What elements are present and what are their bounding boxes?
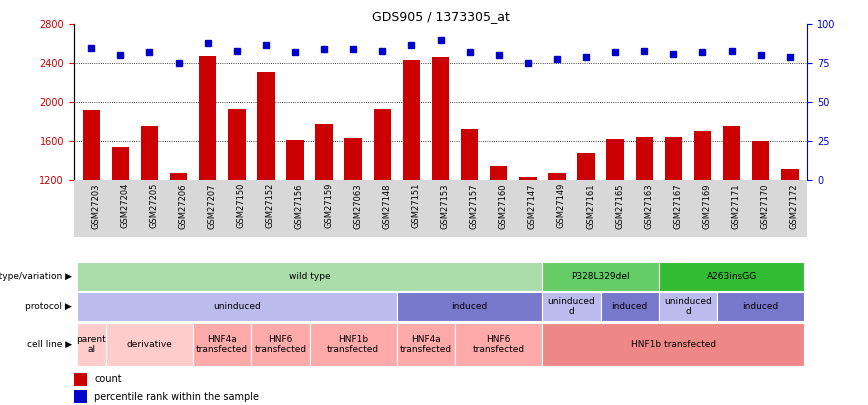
Text: wild type: wild type [289, 272, 331, 281]
Text: induced: induced [451, 302, 488, 311]
Bar [455, 323, 542, 366]
Bar [373, 109, 391, 297]
Text: GSM27169: GSM27169 [702, 183, 712, 228]
Bar [286, 140, 304, 297]
Bar [490, 166, 508, 297]
Bar [542, 323, 805, 366]
Bar [76, 262, 542, 291]
Bar [252, 323, 310, 366]
Text: induced: induced [612, 302, 648, 311]
Text: GSM27206: GSM27206 [179, 183, 187, 228]
Bar [519, 177, 536, 297]
Text: percentile rank within the sample: percentile rank within the sample [95, 392, 260, 402]
Text: uninduced
d: uninduced d [548, 297, 595, 316]
Text: GSM27205: GSM27205 [149, 183, 159, 228]
Text: GSM27167: GSM27167 [674, 183, 682, 229]
Text: protocol ▶: protocol ▶ [25, 302, 72, 311]
Bar [659, 292, 717, 322]
Text: uninduced
d: uninduced d [664, 297, 712, 316]
Text: GSM27170: GSM27170 [760, 183, 770, 228]
Text: GSM27163: GSM27163 [644, 183, 654, 229]
Text: GSM27172: GSM27172 [790, 183, 799, 228]
Bar [106, 323, 193, 366]
Text: cell line ▶: cell line ▶ [27, 340, 72, 349]
Text: HNF1b transfected: HNF1b transfected [631, 340, 716, 349]
Bar [577, 153, 595, 297]
Bar [199, 56, 216, 297]
Text: HNF4a
transfected: HNF4a transfected [196, 335, 248, 354]
Text: GSM27160: GSM27160 [499, 183, 508, 228]
Bar [397, 292, 542, 322]
Text: HNF4a
transfected: HNF4a transfected [400, 335, 452, 354]
Text: induced: induced [742, 302, 779, 311]
Text: GSM27149: GSM27149 [557, 183, 566, 228]
Title: GDS905 / 1373305_at: GDS905 / 1373305_at [372, 10, 510, 23]
Text: HNF6
transfected: HNF6 transfected [473, 335, 525, 354]
Text: GSM27151: GSM27151 [411, 183, 420, 228]
Text: GSM27152: GSM27152 [266, 183, 275, 228]
Bar [112, 147, 129, 297]
Bar [549, 173, 566, 297]
Text: HNF6
transfected: HNF6 transfected [254, 335, 306, 354]
Bar [665, 137, 682, 297]
Text: GSM27147: GSM27147 [528, 183, 536, 228]
Bar [193, 323, 252, 366]
Bar [315, 124, 332, 297]
Bar [76, 323, 106, 366]
Text: GSM27157: GSM27157 [470, 183, 478, 228]
Text: uninduced: uninduced [213, 302, 260, 311]
Bar [257, 72, 274, 297]
Text: GSM27203: GSM27203 [91, 183, 100, 228]
Bar [228, 109, 246, 297]
Bar [542, 262, 659, 291]
Text: GSM27153: GSM27153 [440, 183, 450, 228]
Text: GSM27161: GSM27161 [586, 183, 595, 228]
Text: GSM27150: GSM27150 [237, 183, 246, 228]
Text: count: count [95, 375, 122, 384]
Bar [74, 373, 87, 386]
Text: HNF1b
transfected: HNF1b transfected [327, 335, 379, 354]
Bar [717, 292, 805, 322]
Text: parent
al: parent al [76, 335, 106, 354]
Bar [607, 139, 624, 297]
Text: genotype/variation ▶: genotype/variation ▶ [0, 272, 72, 281]
Bar [752, 141, 769, 297]
Bar [635, 137, 653, 297]
Bar [76, 292, 397, 322]
Bar [345, 139, 362, 297]
Text: GSM27171: GSM27171 [732, 183, 740, 228]
Bar [694, 132, 711, 297]
Bar [659, 262, 805, 291]
Text: GSM27148: GSM27148 [382, 183, 391, 228]
Bar [170, 173, 187, 297]
Text: P328L329del: P328L329del [571, 272, 630, 281]
Bar [542, 292, 601, 322]
Bar [461, 128, 478, 297]
Bar [74, 390, 87, 403]
Bar [82, 110, 100, 297]
Bar [431, 58, 450, 297]
Text: GSM27204: GSM27204 [121, 183, 129, 228]
Bar [310, 323, 397, 366]
Bar [723, 126, 740, 297]
Bar [601, 292, 659, 322]
Text: GSM27207: GSM27207 [207, 183, 217, 228]
Text: derivative: derivative [127, 340, 173, 349]
Bar [397, 323, 455, 366]
Text: GSM27156: GSM27156 [295, 183, 304, 228]
Bar [141, 126, 158, 297]
Bar [781, 168, 799, 297]
Text: GSM27063: GSM27063 [353, 183, 362, 229]
Bar [403, 60, 420, 297]
Text: A263insGG: A263insGG [707, 272, 757, 281]
Text: GSM27159: GSM27159 [324, 183, 333, 228]
Text: GSM27165: GSM27165 [615, 183, 624, 228]
